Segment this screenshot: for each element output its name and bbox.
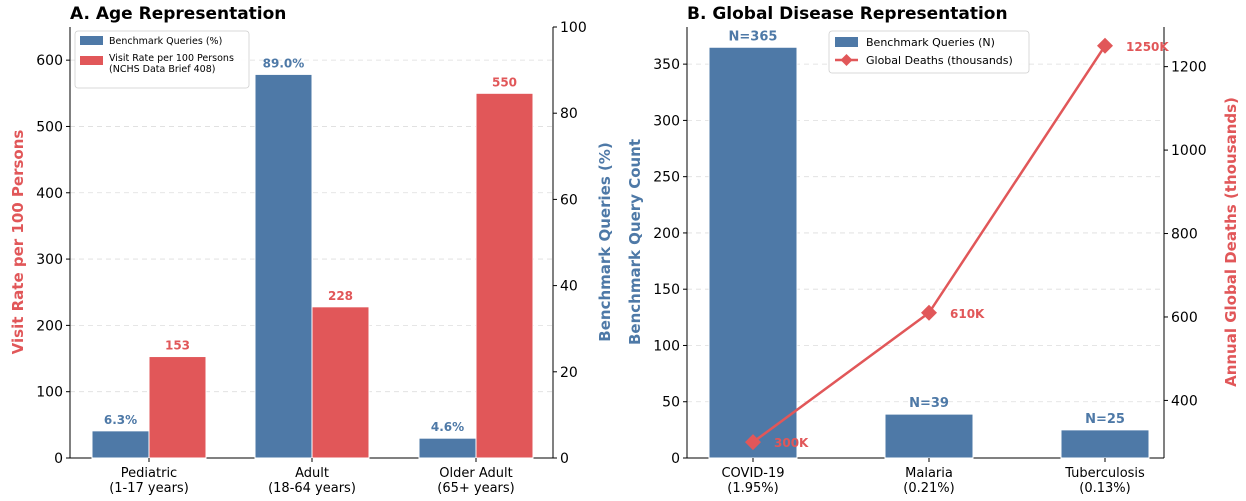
chart-a-right-tick-label: 80 bbox=[560, 106, 578, 122]
chart-a-data-label-benchmark: 4.6% bbox=[431, 420, 464, 434]
chart-b-ylabel-right: Annual Global Deaths (thousands) bbox=[1222, 97, 1240, 387]
chart-a-right-tick-label: 20 bbox=[560, 365, 578, 381]
chart-b-left-tick-label: 100 bbox=[653, 338, 680, 354]
chart-a-right-tick-label: 100 bbox=[560, 20, 587, 36]
chart-a-data-label-benchmark: 89.0% bbox=[263, 56, 305, 70]
chart-b-data-label-benchmark: N=25 bbox=[1085, 412, 1125, 427]
chart-a-left-tick-label: 200 bbox=[36, 318, 63, 334]
chart-b-left-tick-label: 300 bbox=[653, 113, 680, 129]
chart-b-legend-label-benchmark: Benchmark Queries (N) bbox=[866, 36, 995, 49]
chart-b-ylabel-left: Benchmark Query Count bbox=[626, 139, 644, 345]
chart-a-title: A. Age Representation bbox=[70, 4, 286, 24]
chart-b-left-tick-label: 50 bbox=[662, 395, 680, 411]
chart-b-right-tick-label: 1200 bbox=[1171, 60, 1207, 76]
chart-b-right-tick-label: 600 bbox=[1171, 310, 1198, 326]
chart-a-data-label-visit-rate: 550 bbox=[492, 75, 517, 89]
chart-b-x-tick-label: Tuberculosis (0.13%) bbox=[1064, 466, 1145, 496]
chart-a-legend-label-benchmark: Benchmark Queries (%) bbox=[109, 36, 222, 47]
chart-a-right-tick-label: 0 bbox=[560, 451, 569, 467]
chart-b-left-tick-label: 350 bbox=[653, 57, 680, 73]
chart-b-bar-benchmark-queries bbox=[708, 46, 798, 459]
chart-b-left-tick-label: 250 bbox=[653, 170, 680, 186]
chart-b-data-label-deaths: 610K bbox=[950, 307, 985, 321]
chart-a-left-tick-label: 600 bbox=[36, 53, 63, 69]
chart-a-bar-benchmark-queries bbox=[91, 430, 150, 459]
chart-a-ylabel-left: Visit Rate per 100 Persons bbox=[9, 130, 27, 355]
chart-b-data-label-benchmark: N=365 bbox=[729, 29, 778, 44]
chart-b-x-tick-label: COVID-19 (1.95%) bbox=[721, 466, 784, 496]
chart-a-left-tick-label: 400 bbox=[36, 186, 63, 202]
chart-b-legend: Benchmark Queries (N) Global Deaths (thou… bbox=[828, 30, 1030, 74]
chart-b-data-label-deaths: 1250K bbox=[1126, 40, 1169, 54]
chart-a-x-tick-label: Adult (18-64 years) bbox=[268, 466, 356, 496]
chart-a-data-label-visit-rate: 153 bbox=[165, 339, 190, 353]
chart-a-x-tick-label: Older Adult (65+ years) bbox=[437, 466, 515, 496]
chart-b-x-tick-label: Malaria (0.21%) bbox=[903, 466, 954, 496]
chart-a-legend: Benchmark Queries (%) Visit Rate per 100 … bbox=[74, 30, 250, 89]
chart-b-marker-global-deaths bbox=[745, 434, 761, 451]
chart-a-legend-swatch-benchmark bbox=[80, 36, 103, 45]
chart-b-marker-global-deaths bbox=[1097, 37, 1113, 54]
chart-a-x-tick-label: Pediatric (1-17 years) bbox=[109, 466, 189, 496]
chart-b-legend-box bbox=[828, 30, 1030, 74]
chart-a-bar-benchmark-queries bbox=[418, 437, 477, 459]
chart-a-bar-visit-rate bbox=[475, 92, 534, 459]
chart-a-legend-label-visit-rate: Visit Rate per 100 Persons (NCHS Data Bri… bbox=[109, 53, 234, 75]
chart-a-legend-swatch-visit-rate bbox=[80, 56, 103, 65]
chart-a-bar-benchmark-queries bbox=[254, 73, 313, 459]
chart-b-legend-marker-deaths bbox=[840, 54, 853, 66]
chart-b-legend-swatch-benchmark bbox=[835, 37, 858, 47]
chart-b-global-disease-representation: 0 50 100 150 200 250 300 350 400 600 800 1000 1200 B.… bbox=[626, 4, 1240, 496]
chart-a-data-label-benchmark: 6.3% bbox=[104, 413, 137, 427]
chart-b-title: B. Global Disease Representation bbox=[687, 4, 1008, 24]
chart-b-right-tick-label: 800 bbox=[1171, 227, 1198, 243]
chart-b-data-label-benchmark: N=39 bbox=[909, 396, 949, 411]
chart-b-left-tick-label: 200 bbox=[653, 226, 680, 242]
chart-b-bar-benchmark-queries bbox=[1060, 429, 1150, 459]
chart-a-left-tick-label: 0 bbox=[54, 451, 63, 467]
chart-b-data-label-deaths: 300K bbox=[774, 436, 809, 450]
chart-a-age-representation: 0 100 200 300 400 500 600 0 20 40 60 80 100 A. Age Re… bbox=[9, 4, 614, 496]
chart-a-legend-box bbox=[74, 30, 250, 89]
chart-a-left-tick-label: 500 bbox=[36, 119, 63, 135]
chart-b-marker-global-deaths bbox=[921, 304, 937, 321]
chart-a-bar-visit-rate bbox=[148, 356, 207, 459]
chart-a-data-label-visit-rate: 228 bbox=[328, 289, 353, 303]
chart-a-right-tick-label: 60 bbox=[560, 192, 578, 208]
chart-b-legend-label-deaths: Global Deaths (thousands) bbox=[866, 54, 1013, 67]
chart-a-left-tick-label: 100 bbox=[36, 385, 63, 401]
chart-b-right-tick-label: 400 bbox=[1171, 393, 1198, 409]
chart-a-ylabel-right: Benchmark Queries (%) bbox=[596, 142, 614, 341]
chart-b-line-global-deaths bbox=[752, 45, 1107, 444]
chart-a-left-tick-label: 300 bbox=[36, 252, 63, 268]
chart-a-right-tick-label: 40 bbox=[560, 279, 578, 295]
chart-a-bar-visit-rate bbox=[311, 306, 370, 459]
chart-b-bar-benchmark-queries bbox=[884, 413, 974, 459]
chart-b-right-tick-label: 1000 bbox=[1171, 143, 1207, 159]
chart-b-left-tick-label: 0 bbox=[671, 451, 680, 467]
chart-b-left-tick-label: 150 bbox=[653, 282, 680, 298]
